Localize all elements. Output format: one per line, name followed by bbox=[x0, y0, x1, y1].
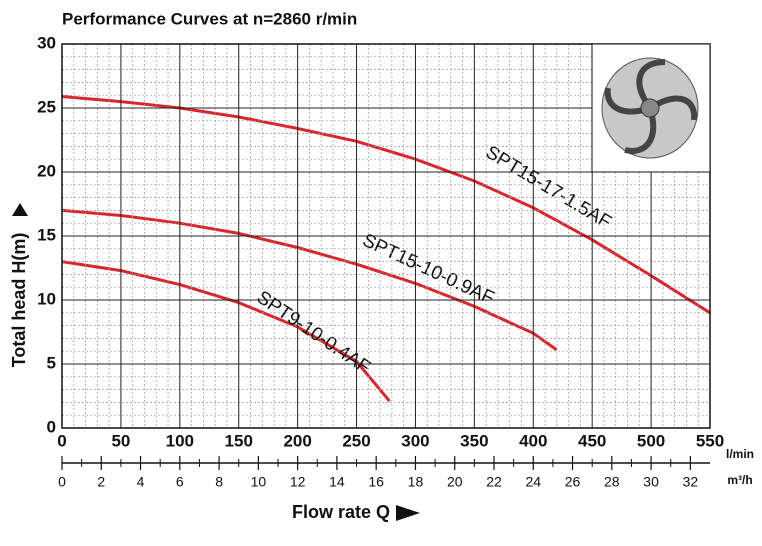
x-tick-label: 550 bbox=[696, 431, 724, 450]
curve bbox=[61, 208, 558, 352]
y-tick-label: 15 bbox=[37, 225, 56, 244]
x2-tick-label: 24 bbox=[525, 474, 541, 490]
x-tick-label: 100 bbox=[166, 431, 194, 450]
y-axis-label: Total head H(m) bbox=[9, 233, 29, 368]
y-tick-label: 20 bbox=[37, 161, 56, 180]
x2-tick-label: 28 bbox=[604, 474, 620, 490]
plot-frame bbox=[61, 43, 711, 429]
x2-unit: m³/h bbox=[727, 473, 752, 487]
x-tick-label: 500 bbox=[637, 431, 665, 450]
x2-tick-label: 20 bbox=[447, 474, 463, 490]
x2-tick-label: 26 bbox=[565, 474, 581, 490]
y-tick-label: 5 bbox=[47, 353, 56, 372]
chart-title: Performance Curves at n=2860 r/min bbox=[62, 9, 357, 28]
x-tick-label: 450 bbox=[578, 431, 606, 450]
x-tick-label: 350 bbox=[460, 431, 488, 450]
x2-tick-label: 2 bbox=[97, 474, 105, 490]
x2-tick-label: 14 bbox=[329, 474, 345, 490]
x2-tick-label: 6 bbox=[176, 474, 184, 490]
x-tick-label: 250 bbox=[342, 431, 370, 450]
impeller-image bbox=[591, 43, 711, 173]
x2-tick-label: 10 bbox=[251, 474, 267, 490]
x2-tick-label: 8 bbox=[215, 474, 223, 490]
x2-tick-label: 16 bbox=[368, 474, 384, 490]
x-tick-label: 300 bbox=[401, 431, 429, 450]
x-arrow bbox=[396, 505, 420, 521]
x-axis-label: Flow rate Q bbox=[292, 502, 390, 522]
y-tick-label: 25 bbox=[37, 97, 56, 116]
x2-tick-label: 32 bbox=[683, 474, 699, 490]
x-tick-label: 50 bbox=[111, 431, 130, 450]
curve bbox=[61, 260, 391, 403]
x-unit: l/min bbox=[726, 447, 754, 461]
y-tick-label: 10 bbox=[37, 289, 56, 308]
x2-tick-label: 12 bbox=[290, 474, 306, 490]
x2-tick-label: 18 bbox=[408, 474, 424, 490]
y-tick-label: 0 bbox=[47, 417, 56, 436]
x2-tick-label: 0 bbox=[58, 474, 66, 490]
x-tick-label: 0 bbox=[57, 431, 66, 450]
impeller-hub bbox=[640, 98, 660, 118]
impeller-vanes bbox=[604, 59, 698, 154]
x-tick-label: 150 bbox=[225, 431, 253, 450]
curve bbox=[61, 95, 711, 315]
x2-tick-label: 30 bbox=[643, 474, 659, 490]
curve-label: SPT9-10-0.4AF bbox=[253, 287, 374, 378]
y-arrow bbox=[12, 203, 28, 216]
x-tick-label: 400 bbox=[519, 431, 547, 450]
x2-tick-label: 22 bbox=[486, 474, 502, 490]
y-tick-label: 30 bbox=[37, 33, 56, 52]
x2-tick-label: 4 bbox=[137, 474, 145, 490]
x-tick-label: 200 bbox=[283, 431, 311, 450]
